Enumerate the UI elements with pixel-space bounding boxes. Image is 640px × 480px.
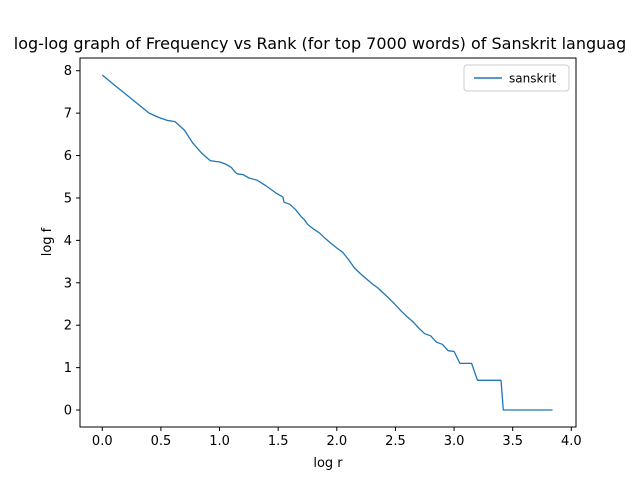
y-tick-label: 1 <box>64 361 72 376</box>
x-tick-label: 1.0 <box>209 434 230 449</box>
legend-label-sanskrit: sanskrit <box>509 72 557 86</box>
y-axis: 0 1 2 3 4 5 6 7 8 <box>64 64 80 419</box>
series-line-sanskrit <box>101 74 553 411</box>
chart-title: log-log graph of Frequency vs Rank (for … <box>14 34 626 53</box>
y-tick-label: 3 <box>64 276 72 291</box>
x-tick-label: 2.5 <box>385 434 406 449</box>
legend-box <box>463 64 570 92</box>
series-layer <box>101 74 553 411</box>
x-tick-label: 2.0 <box>326 434 347 449</box>
y-tick-label: 4 <box>64 234 72 249</box>
x-tick-label: 1.5 <box>268 434 289 449</box>
y-tick-label: 0 <box>64 404 72 419</box>
y-tick-label: 6 <box>64 149 72 164</box>
y-tick-label: 2 <box>64 319 72 334</box>
y-tick-label: 7 <box>64 107 72 122</box>
x-axis: 0.0 0.5 1.0 1.5 2.0 2.5 3.0 3.5 4.0 <box>92 427 582 449</box>
x-tick-label: 0.0 <box>92 434 113 449</box>
plot-area-frame <box>79 57 577 428</box>
y-tick-label: 5 <box>64 191 72 206</box>
x-tick-label: 4.0 <box>561 434 582 449</box>
x-tick-label: 3.5 <box>502 434 523 449</box>
y-axis-label: log f <box>40 227 55 256</box>
x-tick-label: 3.0 <box>444 434 465 449</box>
x-axis-label: log r <box>313 456 343 471</box>
legend: sanskrit <box>463 64 570 92</box>
x-tick-label: 0.5 <box>151 434 172 449</box>
y-tick-label: 8 <box>64 64 72 79</box>
